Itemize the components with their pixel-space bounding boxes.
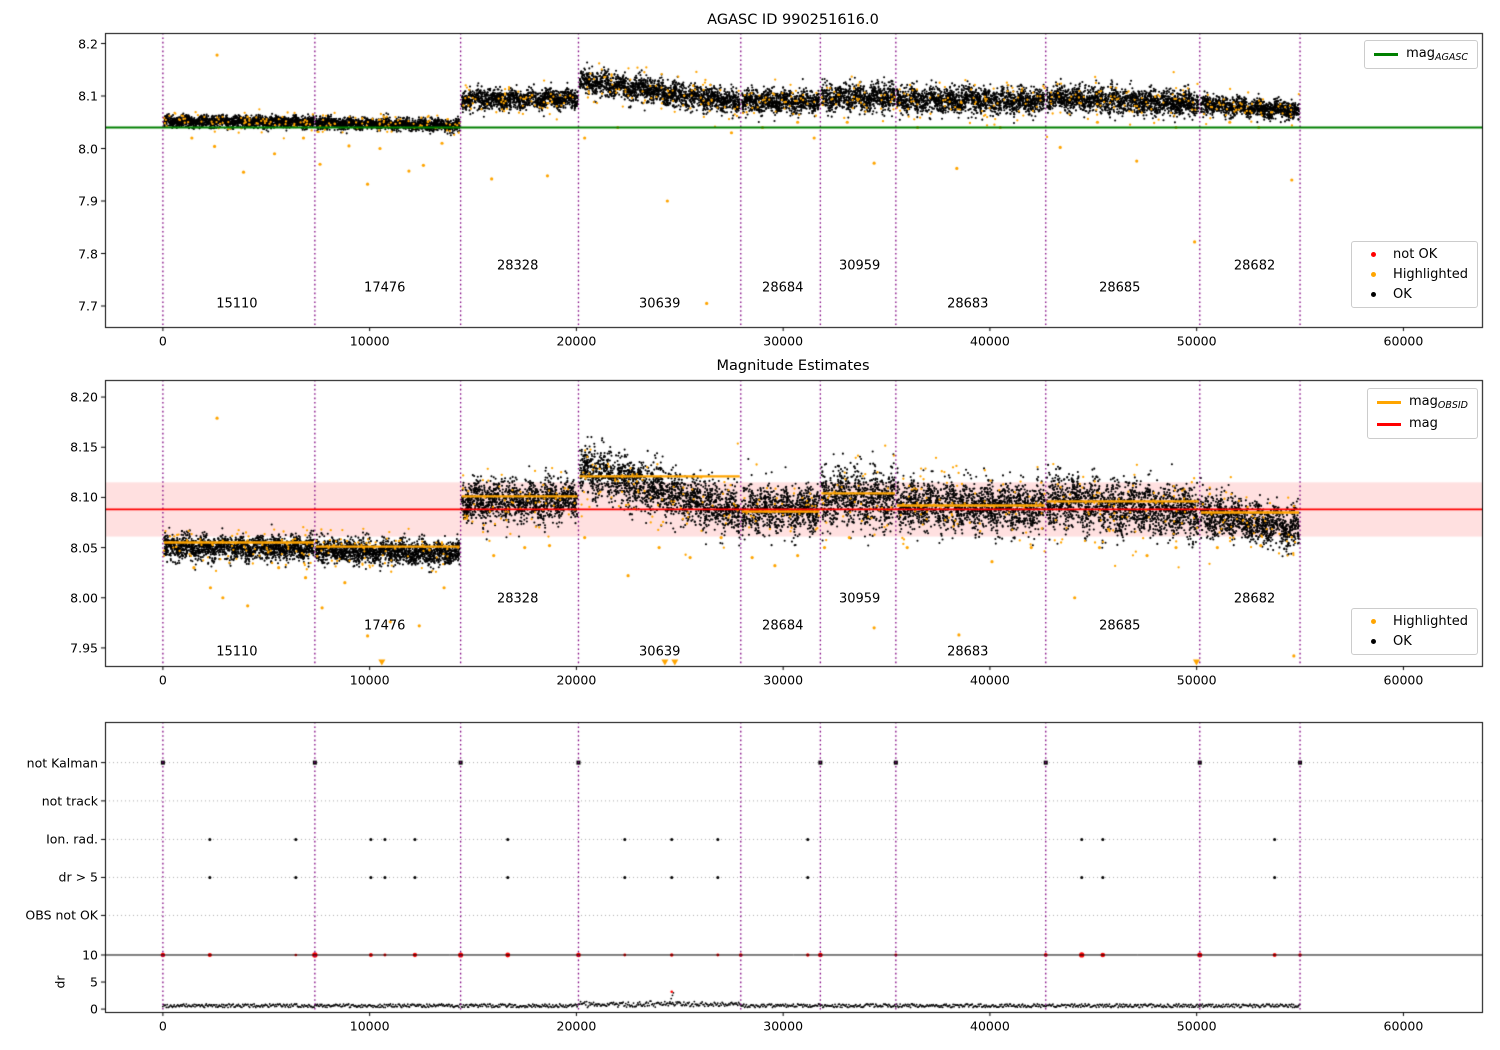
red-dot-swatch-icon — [1361, 252, 1385, 257]
legend-entry-mag-agasc: magAGASC — [1374, 46, 1468, 63]
legend-entry-mag: mag — [1376, 416, 1468, 433]
legend-mag-agasc: magAGASC — [1364, 40, 1478, 69]
legend-mag-lines: magOBSID mag — [1366, 388, 1478, 439]
orange-dot-swatch-icon — [1361, 272, 1385, 277]
legend-entry-ok-2: OK — [1361, 634, 1468, 649]
legend-label-mag: mag — [1408, 416, 1438, 431]
legend-entry-mag-obsid: magOBSID — [1376, 394, 1468, 411]
legend-label-mag-agasc: magAGASC — [1406, 46, 1468, 63]
legend-entry-highlighted: Highlighted — [1361, 267, 1468, 282]
legend-entry-not-ok: not OK — [1361, 247, 1468, 262]
legend-entry-highlighted-2: Highlighted — [1361, 614, 1468, 629]
legend-label-highlighted-2: Highlighted — [1393, 614, 1468, 629]
legend-label-highlighted: Highlighted — [1393, 267, 1468, 282]
legend-point-status: not OK Highlighted OK — [1351, 241, 1478, 308]
legend-label-mag-obsid: magOBSID — [1408, 394, 1468, 411]
legend-label-not-ok: not OK — [1393, 247, 1438, 262]
green-line-swatch-icon — [1374, 53, 1399, 56]
plot2-title: Magnitude Estimates — [716, 358, 870, 374]
legend-entry-ok: OK — [1361, 287, 1468, 302]
legend-label-ok-2: OK — [1393, 634, 1412, 649]
orange-line-swatch-icon — [1376, 401, 1401, 404]
orange-dot-swatch-icon — [1361, 619, 1385, 624]
plot1-title: AGASC ID 990251616.0 — [707, 12, 879, 28]
black-dot-swatch-icon — [1361, 639, 1385, 644]
red-line-swatch-icon — [1376, 423, 1401, 426]
legend-point-status-2: Highlighted OK — [1351, 608, 1478, 655]
legend-label-ok: OK — [1393, 287, 1412, 302]
black-dot-swatch-icon — [1361, 292, 1385, 297]
